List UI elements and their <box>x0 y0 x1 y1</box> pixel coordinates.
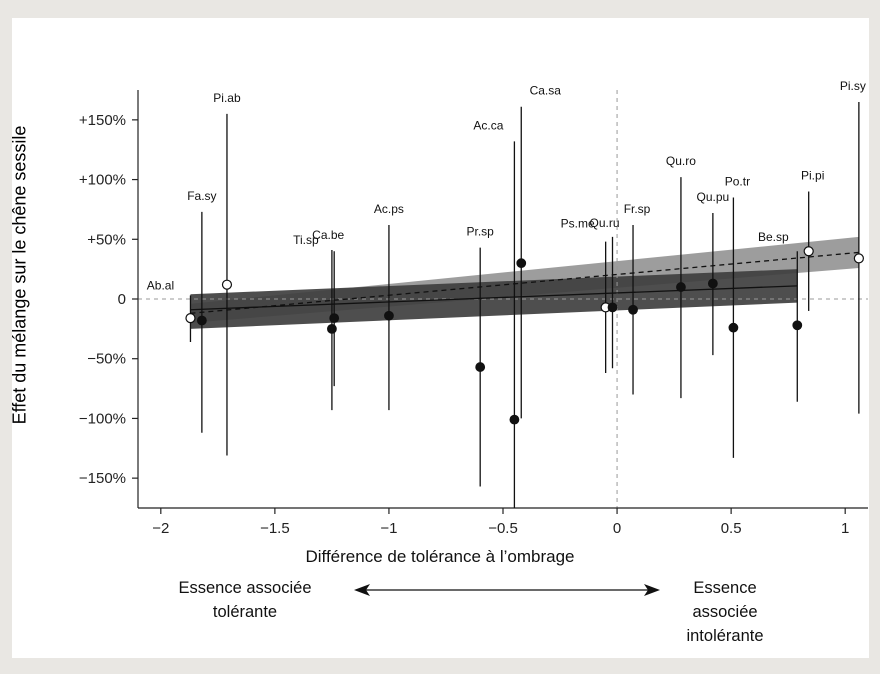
data-point <box>728 322 739 333</box>
point-label: Pr.sp <box>467 225 495 239</box>
point-label: Pi.ab <box>213 91 241 105</box>
x-tick-label: 0 <box>613 520 621 537</box>
point-label: Ac.ca <box>473 118 503 132</box>
y-tick-label: 0 <box>118 291 126 308</box>
point-label: Ca.sa <box>530 84 562 98</box>
point-label: Ac.ps <box>374 202 404 216</box>
data-point <box>516 258 527 269</box>
data-point <box>475 362 486 372</box>
y-tick-label: −150% <box>79 470 126 487</box>
data-point <box>196 315 207 326</box>
fit-line-dashed <box>190 251 859 314</box>
point-label: Pi.pi <box>801 169 824 183</box>
x-tick-label: −2 <box>152 520 169 537</box>
x-tick-label: −1 <box>380 520 397 537</box>
point-label: Ca.be <box>312 228 344 242</box>
tolerant-annotation: Essence associée tolérante <box>160 576 330 624</box>
plot-background <box>12 18 869 658</box>
data-point <box>803 246 814 257</box>
tolerant-annotation-line1: Essence associée <box>178 579 312 597</box>
y-tick-label: +100% <box>79 172 126 189</box>
point-label: Ti.sp <box>293 233 319 247</box>
y-tick-label: +50% <box>87 231 126 248</box>
data-point <box>185 313 196 324</box>
x-axis-title: Différence de tolérance à l’ombrage <box>305 547 575 566</box>
x-tick-label: −1.5 <box>260 520 290 537</box>
data-point <box>676 282 686 292</box>
point-label: Qu.ro <box>666 154 696 168</box>
data-point <box>509 414 520 425</box>
tolerant-annotation-line2: tolérante <box>212 603 278 621</box>
x-tick-label: 0.5 <box>721 520 742 537</box>
point-label: Po.tr <box>725 174 750 188</box>
x-tick-label: −0.5 <box>488 520 518 537</box>
intolerant-annotation-line2: intolérante <box>686 627 764 645</box>
intolerant-annotation: Essence associée intolérante <box>660 576 790 648</box>
data-point <box>707 278 718 289</box>
data-point <box>384 310 394 321</box>
point-label: Ab.al <box>147 278 174 292</box>
y-tick-label: +150% <box>79 112 126 129</box>
y-tick-label: −100% <box>79 410 126 427</box>
point-label: Fr.sp <box>624 202 651 216</box>
data-point <box>221 279 233 290</box>
x-tick-label: 1 <box>841 520 849 537</box>
point-label: Pi.sy <box>840 79 866 93</box>
data-point <box>792 320 803 331</box>
point-label: Ps.me <box>561 217 595 231</box>
intolerant-annotation-line1: Essence associée <box>692 579 758 621</box>
y-tick-label: −50% <box>87 351 126 368</box>
fit-line-solid <box>190 285 798 311</box>
data-point <box>329 313 340 324</box>
point-label: Fa.sy <box>187 189 216 203</box>
point-label: Qu.pu <box>697 190 730 204</box>
point-label: Qu.ru <box>589 216 619 230</box>
data-point <box>853 253 864 264</box>
data-point <box>628 304 638 315</box>
data-point <box>607 302 618 313</box>
point-label: Be.sp <box>758 230 789 244</box>
